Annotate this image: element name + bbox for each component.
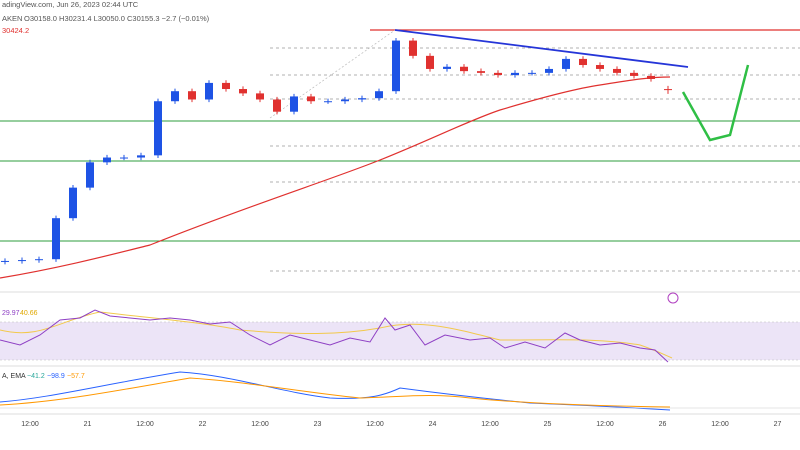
forecast-arrow [681,64,750,142]
candle-body [120,157,128,159]
candle-body [239,89,247,94]
signal-line [0,377,671,408]
candles [1,37,672,265]
macd-label: A, EMA [2,373,26,380]
candle-body [324,101,332,103]
time-label: 22 [199,421,207,428]
candle-body [511,72,519,76]
candle-body [358,98,366,100]
candle-body [35,259,43,261]
time-label: 21 [84,421,92,428]
rsi-band [0,322,800,360]
time-label: 23 [314,421,322,428]
candle-body [392,40,400,92]
time-label: 12:00 [136,421,154,428]
candle-body [137,155,145,158]
candle-body [664,89,672,91]
time-label: 12:00 [711,421,729,428]
time-label: 24 [429,421,437,428]
macd-hist: −41.2 [27,373,45,380]
time-label: 27 [774,421,782,428]
candle-body [290,96,298,112]
fib-line [269,29,396,119]
candle-body [103,157,111,163]
candle-body [375,91,383,99]
candle-body [188,91,196,100]
candle-body [222,82,230,90]
time-label: 12:00 [251,421,269,428]
candle-body [409,40,417,56]
rsi-value: 29.97 [2,310,20,317]
time-label: 25 [544,421,552,428]
time-label: 12:00 [596,421,614,428]
candle-body [307,96,315,102]
candle-body [256,93,264,100]
symbol-text: AKEN [2,14,22,23]
candle-body [171,91,179,102]
candle-body [494,72,502,76]
event-icon [667,292,679,304]
time-label: 12:00 [366,421,384,428]
candle-body [52,218,60,260]
candle-body [613,68,621,73]
candle-body [341,99,349,102]
candle-body [205,82,213,100]
candle-body [273,99,281,112]
rsi-ma-value: 40.66 [20,310,38,317]
candle-body [528,72,536,74]
trend-line [394,29,689,68]
time-label: 12:00 [21,421,39,428]
time-label: 26 [659,421,667,428]
candle-body [86,162,94,188]
source-text: adingView.com, Jun 26, 2023 02:44 UTC [2,0,139,9]
candle-body [69,187,77,219]
ohlc-text: O30158.0 H30231.4 L30050.0 C30155.3 −2.7… [24,14,210,23]
rsi-line [0,309,669,363]
candle-body [1,260,9,262]
time-axis: 12:00 21 12:00 22 12:00 23 12:00 24 12:00 25 12:00… [21,421,781,428]
candle-body [562,58,570,69]
candle-body [460,66,468,72]
candle-body [477,71,485,73]
candle-body [18,260,26,262]
candle-body [426,55,434,69]
candle-body [579,58,587,66]
candle-body [647,75,655,79]
macd-signal: −57.7 [67,373,85,380]
candle-body [545,68,553,73]
macd-value: −98.9 [47,373,65,380]
candle-body [443,66,451,69]
time-label: 12:00 [481,421,499,428]
ma-text: 30424.2 [2,26,29,35]
candle-body [630,72,638,76]
moving-average [0,76,671,279]
candle-body [154,101,162,156]
candle-body [596,65,604,69]
